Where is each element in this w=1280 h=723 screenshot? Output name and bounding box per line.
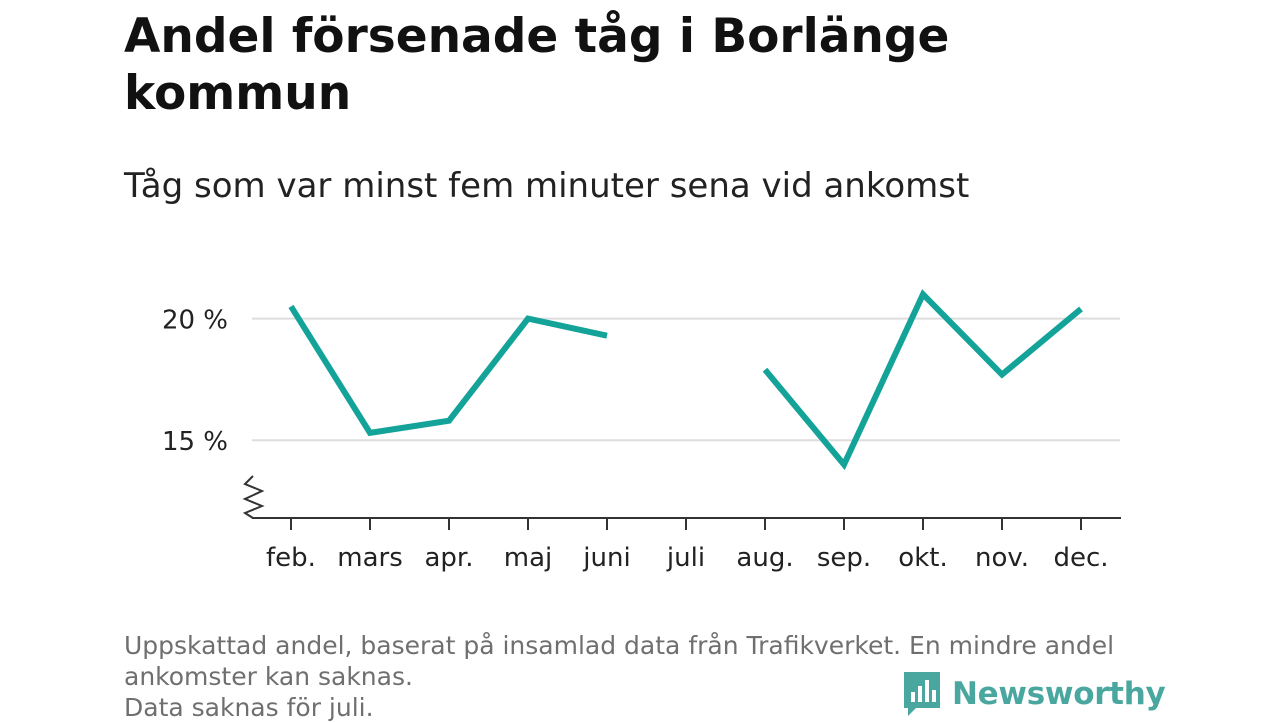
x-tick-label: feb.: [266, 543, 316, 573]
series-lines: [288, 289, 1083, 471]
x-tick-label: apr.: [424, 543, 473, 573]
newsworthy-logo-icon: [904, 672, 940, 716]
y-tick-label: 20 %: [162, 306, 228, 336]
y-axis-ticks: 15 % 20 %: [162, 306, 228, 458]
x-axis: [242, 475, 1121, 519]
x-tick-label: juni: [582, 543, 630, 573]
x-tick-label: dec.: [1053, 543, 1108, 573]
x-tick-label: maj: [504, 543, 552, 573]
axis-break-icon: [242, 475, 265, 519]
chart-title: Andel försenade tåg i Borlänge kommun: [124, 9, 950, 121]
footnote-line: Data saknas för juli.: [124, 693, 374, 722]
footnote-line: ankomster kan saknas.: [124, 662, 413, 691]
x-tick-label: mars: [337, 543, 403, 573]
footnote: Uppskattad andel, baserat på insamlad da…: [124, 630, 1154, 723]
brand-logo: Newsworthy: [902, 670, 1166, 718]
chart-subtitle: Tåg som var minst fem minuter sena vid a…: [124, 166, 970, 206]
x-tick-label: juli: [666, 543, 705, 573]
x-tick-label: sep.: [817, 543, 871, 573]
y-tick-label: 15 %: [162, 427, 228, 457]
gridlines: [252, 317, 1120, 442]
x-axis-ticks: feb. mars apr. maj juni juli aug. sep. okt. nov. d…: [266, 518, 1109, 573]
brand-name: Newsworthy: [952, 676, 1166, 712]
x-tick-label: okt.: [898, 543, 947, 573]
x-tick-label: nov.: [975, 543, 1029, 573]
x-tick-label: aug.: [736, 543, 793, 573]
series-line: [288, 304, 608, 437]
footnote-line: Uppskattad andel, baserat på insamlad da…: [124, 631, 1115, 660]
series-line: [762, 289, 1083, 471]
